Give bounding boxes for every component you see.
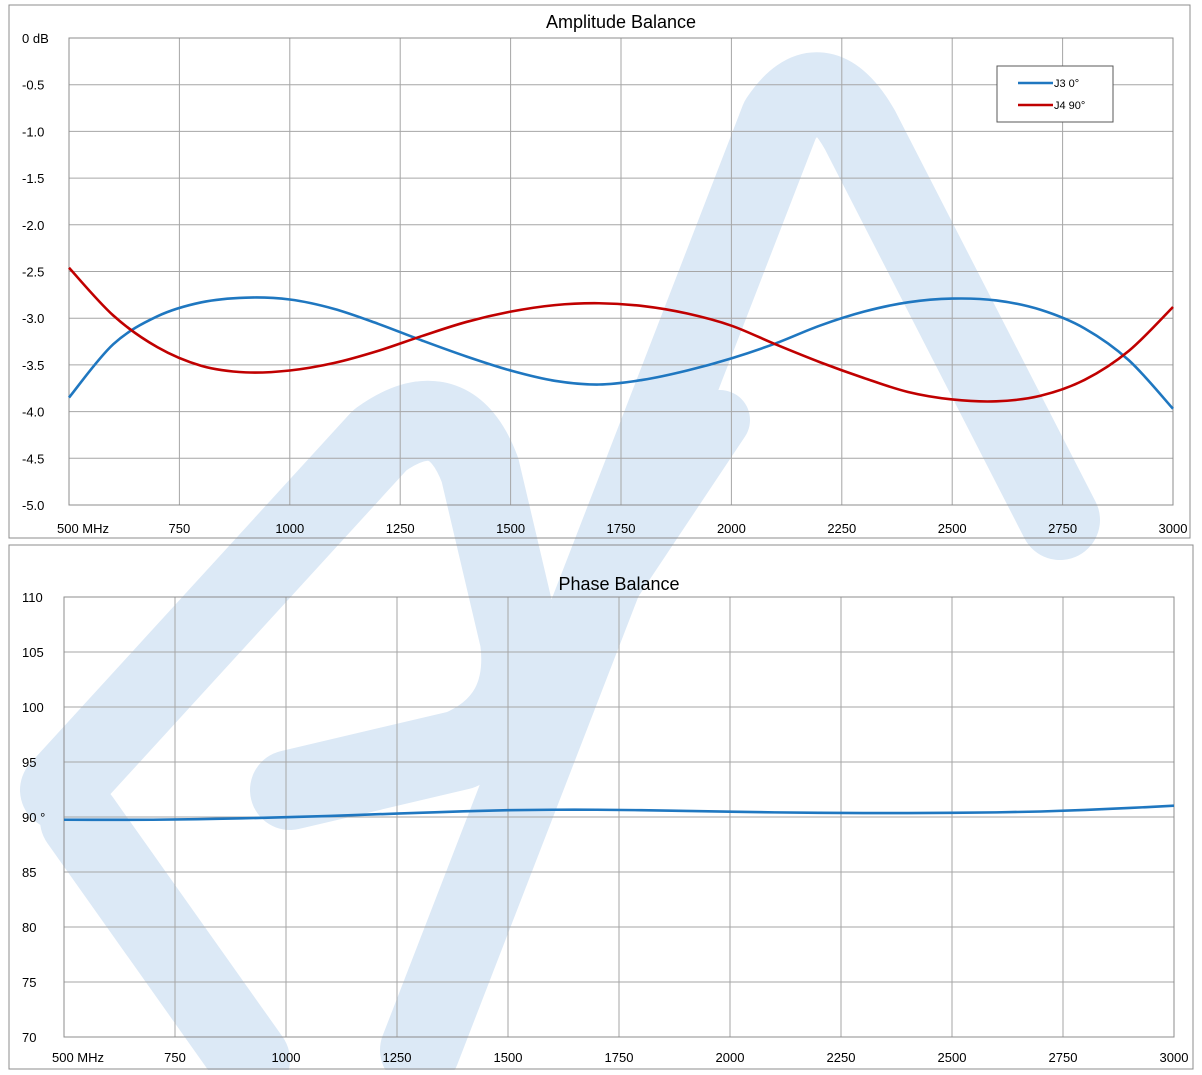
legend-entry: J3 0° xyxy=(1054,78,1079,90)
x-tick-label: 500 MHz xyxy=(52,1050,104,1065)
x-tick-label: 1750 xyxy=(607,521,636,536)
watermark-stroke-left xyxy=(40,780,290,1075)
x-tick-label: 1000 xyxy=(272,1050,301,1065)
y-tick-label: 100 xyxy=(22,700,44,715)
y-tick-label: -1.0 xyxy=(22,124,44,139)
x-tick-label: 3000 xyxy=(1160,1050,1189,1065)
x-tick-label: 750 xyxy=(169,521,191,536)
x-tick-label: 1250 xyxy=(386,521,415,536)
watermark-stroke-e xyxy=(380,52,1100,1075)
series-line-0 xyxy=(63,804,1175,822)
x-tick-label: 1500 xyxy=(494,1050,523,1065)
y-tick-label: 90 ° xyxy=(22,810,45,825)
x-tick-label: 2500 xyxy=(938,521,967,536)
y-tick-label: -5.0 xyxy=(22,498,44,513)
x-tick-label: 2750 xyxy=(1049,1050,1078,1065)
plot-area xyxy=(63,596,1175,1038)
y-tick-label: -3.5 xyxy=(22,358,44,373)
y-tick-label: -2.0 xyxy=(22,218,44,233)
phase-balance-chart: Phase Balance 500 MHz 750 1000 1250 1500 1750 2… xyxy=(8,544,1194,1070)
x-tick-label: 750 xyxy=(164,1050,186,1065)
x-tick-label: 500 MHz xyxy=(57,521,109,536)
series-line-0 xyxy=(67,296,1174,410)
chart-title: Phase Balance xyxy=(558,574,679,594)
watermark-stroke-e-bar xyxy=(530,390,750,690)
y-tick-label: 75 xyxy=(22,975,36,990)
legend-box xyxy=(996,65,1114,123)
legend: J3 0° J4 90° xyxy=(996,65,1114,123)
x-tick-label: 2000 xyxy=(717,521,746,536)
chart-title: Amplitude Balance xyxy=(546,12,696,32)
chart-frame xyxy=(8,4,1191,539)
x-tick-label: 2250 xyxy=(827,521,856,536)
y-tick-label: -1.5 xyxy=(22,171,44,186)
legend-entry: J4 90° xyxy=(1054,100,1085,112)
y-tick-label: -3.0 xyxy=(22,311,44,326)
x-tick-label: 1000 xyxy=(275,521,304,536)
amplitude-balance-chart: Amplitude Balance 500 MHz 750 1000 1250 1500 1… xyxy=(8,4,1191,539)
y-tick-label: 105 xyxy=(22,645,44,660)
series-line-1 xyxy=(68,266,1174,403)
y-tick-label: 85 xyxy=(22,865,36,880)
y-tick-label: 110 xyxy=(22,590,43,605)
x-tick-label: 1750 xyxy=(605,1050,634,1065)
x-tick-label: 2250 xyxy=(827,1050,856,1065)
plot-area xyxy=(68,37,1174,506)
x-tick-label: 1500 xyxy=(496,521,525,536)
y-tick-label: 70 xyxy=(22,1030,36,1045)
y-tick-label: 95 xyxy=(22,755,36,770)
y-tick-label: -4.5 xyxy=(22,451,44,466)
watermark-stroke-p xyxy=(20,380,562,830)
y-tick-label: 0 dB xyxy=(22,31,49,46)
x-tick-label: 1250 xyxy=(383,1050,412,1065)
y-tick-label: 80 xyxy=(22,920,36,935)
chart-frame xyxy=(8,544,1194,1070)
x-tick-label: 2500 xyxy=(938,1050,967,1065)
y-tick-label: -0.5 xyxy=(22,78,44,93)
y-tick-label: -2.5 xyxy=(22,265,44,280)
watermark-logo xyxy=(20,52,1100,1075)
y-tick-label: -4.0 xyxy=(22,405,44,420)
x-tick-label: 2750 xyxy=(1048,521,1077,536)
x-tick-label: 2000 xyxy=(716,1050,745,1065)
x-tick-label: 3000 xyxy=(1159,521,1188,536)
